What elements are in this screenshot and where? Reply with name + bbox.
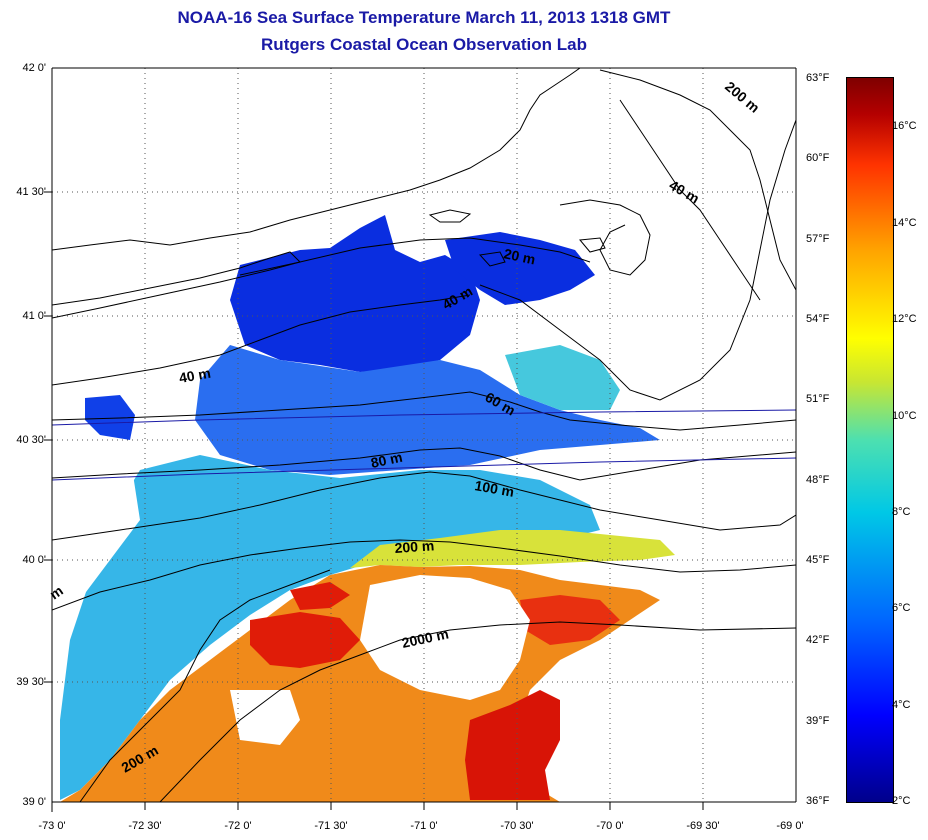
- colorbar-c-6: 6°C: [892, 602, 911, 614]
- lat-label-40-30: 40 30': [16, 434, 46, 446]
- cloud-gap-offshore: [360, 575, 530, 700]
- contour-60m: [52, 391, 796, 431]
- colorbar-c-10: 10°C: [892, 410, 917, 422]
- colorbar-c-14: 14°C: [892, 217, 917, 229]
- lat-label-39-0: 39 0': [22, 796, 46, 808]
- colorbar-f-39: 39°F: [806, 715, 830, 727]
- sst-hot-patch-3: [465, 690, 560, 800]
- colorbar-f-54: 54°F: [806, 313, 830, 325]
- contour-label-100m: 100 m: [473, 477, 515, 500]
- cloud-gap-southwest: [230, 690, 300, 745]
- navigation-line-2: [52, 457, 796, 481]
- cloud-gap-east: [560, 600, 796, 802]
- coastline-islands: [428, 209, 606, 267]
- lon-label-72-0: -72 0': [224, 820, 252, 832]
- lat-label-41-0: 41 0': [22, 310, 46, 322]
- colorbar-f-45: 45°F: [806, 554, 830, 566]
- coastline-and-contours: [52, 68, 796, 802]
- lat-label-40-0: 40 0': [22, 554, 46, 566]
- graticule: [52, 68, 796, 802]
- coastline-long-island: [52, 251, 301, 319]
- lat-label-39-30: 39 30': [16, 676, 46, 688]
- contour-label-20m: 20 m: [502, 245, 537, 267]
- lon-label-73-0: -73 0': [38, 820, 66, 832]
- colorbar-c-4: 4°C: [892, 699, 911, 711]
- contour-2000m: [159, 621, 796, 802]
- lon-label-70-30: -70 30': [500, 820, 534, 832]
- lon-label-69-0: -69 0': [776, 820, 804, 832]
- contour-200m: [52, 539, 796, 611]
- colorbar-c-12: 12°C: [892, 313, 917, 325]
- contour-200m-southwest: [79, 569, 331, 802]
- cloud-gap-west: [52, 450, 140, 610]
- lat-label-42-0: 42 0': [22, 62, 46, 74]
- lat-label-41-30: 41 30': [16, 186, 46, 198]
- colorbar-f-48: 48°F: [806, 474, 830, 486]
- temperature-colorbar: [846, 77, 894, 803]
- sst-cold-region-west: [85, 395, 135, 440]
- contour-200m-gom: [599, 69, 796, 291]
- sst-cold-region-east: [445, 232, 595, 305]
- sst-frontal-band: [350, 530, 675, 568]
- sst-data-layer: [52, 215, 796, 802]
- colorbar-f-36: 36°F: [806, 795, 830, 807]
- colorbar-f-57: 57°F: [806, 233, 830, 245]
- colorbar-c-2: 2°C: [892, 795, 911, 807]
- colorbar-f-42: 42°F: [806, 634, 830, 646]
- map-subtitle: Rutgers Coastal Ocean Observation Lab: [261, 35, 587, 54]
- sst-cool-region: [195, 345, 660, 475]
- contour-100m: [52, 471, 796, 541]
- contour-80m: [52, 447, 796, 481]
- lon-label-70-0: -70 0': [596, 820, 624, 832]
- sst-hot-patch-2: [290, 582, 350, 610]
- colorbar-f-60: 60°F: [806, 152, 830, 164]
- colorbar-c-16: 16°C: [892, 120, 917, 132]
- coastline-mainland: [52, 68, 581, 251]
- axis-ticks: [44, 67, 797, 812]
- map-title: NOAA-16 Sea Surface Temperature March 11…: [177, 8, 671, 27]
- navigation-line-1: [52, 409, 796, 426]
- contour-label-200m-a: 200 m: [394, 537, 435, 556]
- contour-20m: [239, 237, 591, 276]
- colorbar-c-8: 8°C: [892, 506, 911, 518]
- sst-mild-region-east: [505, 345, 620, 410]
- contour-40m-west: [52, 294, 471, 386]
- colorbar-f-63: 63°F: [806, 72, 830, 84]
- sst-hot-patch-1: [250, 612, 360, 668]
- colorbar-f-51: 51°F: [806, 393, 830, 405]
- lon-label-71-0: -71 0': [410, 820, 438, 832]
- contour-label-40m-b: 40 m: [178, 365, 212, 386]
- contour-40m-gom: [619, 99, 761, 301]
- sst-hot-patch-4: [520, 595, 620, 645]
- contour-40m-east: [479, 119, 796, 401]
- lon-label-69-30: -69 30': [686, 820, 720, 832]
- lon-label-72-30: -72 30': [128, 820, 162, 832]
- lon-label-71-30: -71 30': [314, 820, 348, 832]
- contour-label-80m: 80 m: [369, 449, 404, 471]
